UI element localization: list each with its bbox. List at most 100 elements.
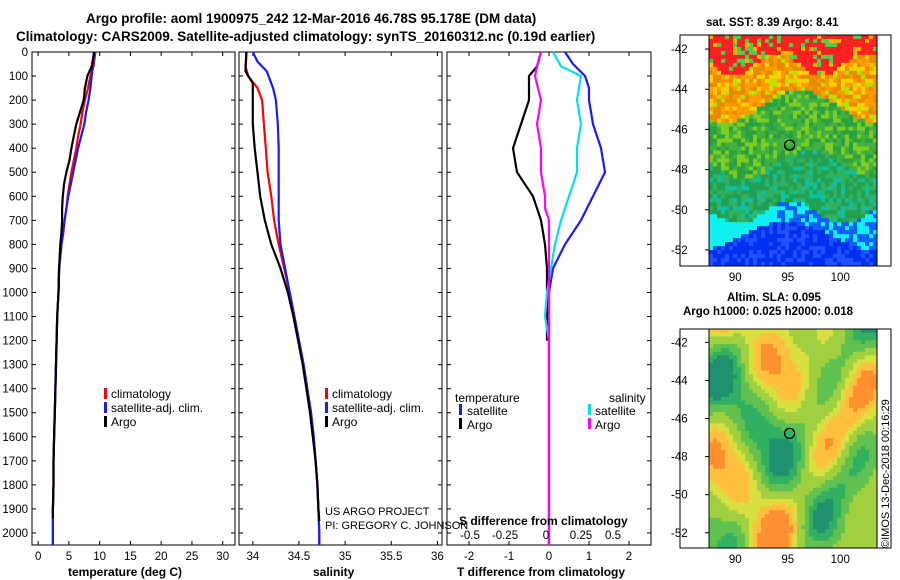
map-cell [733,529,738,534]
x2-axis-label: S difference from climatology [459,514,628,528]
map-cell [813,415,818,421]
map-cell [817,351,822,356]
map-cell [713,58,718,64]
map-cell [781,122,786,128]
map-cell [753,423,758,428]
map-cell [805,438,810,443]
map-cell [821,198,826,203]
map-cell [797,502,802,507]
map-cell [865,362,870,368]
map-cell [853,78,858,84]
map-cell [717,62,722,68]
map-cell [741,210,746,215]
map-cell [809,174,814,179]
map-cell [817,442,822,447]
map-cell [737,415,742,421]
map-cell [729,178,734,183]
map-cell [765,381,770,387]
map-cell [781,258,786,263]
map-cell [869,234,874,239]
map-cell [745,50,750,56]
map-cell [729,510,734,515]
map-cell [873,385,878,390]
map-cell [761,404,766,409]
map-cell [721,453,726,458]
map-cell [829,366,834,372]
map-cell [861,359,866,364]
map-cell [733,198,738,203]
map-cell [745,130,750,136]
map-cell [821,94,826,100]
map-cell [725,472,730,477]
map-cell [869,487,874,492]
map-cell [861,514,866,519]
map-cell [845,246,850,251]
map-cell [869,381,874,387]
map-cell [869,449,874,455]
map-cell [825,110,830,116]
map-cell [801,42,806,48]
map-cell [769,423,774,428]
map-cell [853,130,858,136]
map-cell [873,347,878,353]
map-cell [757,487,762,492]
map-cell [777,118,782,124]
map-cell [757,336,762,341]
map-cell [869,110,874,116]
map-cell [777,242,782,247]
map-cell [809,480,814,485]
map-cell [717,480,722,485]
map-cell [837,374,842,379]
map-cell [837,525,842,530]
map-cell [873,412,878,417]
map-cell [785,385,790,390]
map-cell [869,344,874,349]
map-cell [793,393,798,398]
map-cell [829,498,834,504]
map-cell [753,438,758,443]
map-cell [853,419,858,424]
map-cell [853,329,858,334]
map-cell [865,142,870,148]
map-cell [869,250,874,255]
map-cell [821,186,826,191]
map-cell [797,381,802,387]
map-cell [769,146,774,151]
map-cell [713,525,718,530]
map-cell [853,42,858,48]
map-cell [789,190,794,195]
map-cell [861,362,866,368]
map-cell [789,78,794,84]
map-cell [817,415,822,421]
map-cell [721,246,726,251]
map-cell [769,54,774,60]
map-cell [733,98,738,104]
map-cell [717,468,722,473]
map-cell [865,102,870,108]
map-cell [865,404,870,409]
map-cell [773,38,778,44]
map-cell [825,472,830,477]
map-cell [713,46,718,52]
map-cell [829,42,834,48]
map-cell [793,355,798,360]
map-cell [733,166,738,171]
map-cell [709,498,714,504]
map-cell [861,430,866,436]
map-cell [821,359,826,364]
map-cell [765,82,770,88]
map-cell [753,468,758,473]
map-cell [849,170,854,175]
map-cell [833,498,838,504]
map-cell [725,98,730,104]
map-cell [817,419,822,424]
map-cell [749,389,754,394]
map-cell [789,70,794,76]
map-cell [713,122,718,128]
map-cell [785,370,790,375]
map-cell [737,234,742,239]
map-cell [789,347,794,353]
map-cell [793,517,798,523]
map-cell [817,58,822,64]
map-cell [853,46,858,52]
